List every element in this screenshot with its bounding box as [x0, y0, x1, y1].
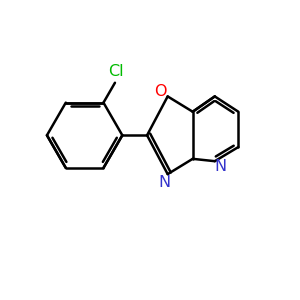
- Text: O: O: [154, 84, 167, 99]
- Text: Cl: Cl: [108, 64, 123, 79]
- Text: N: N: [214, 159, 226, 174]
- Text: N: N: [158, 175, 170, 190]
